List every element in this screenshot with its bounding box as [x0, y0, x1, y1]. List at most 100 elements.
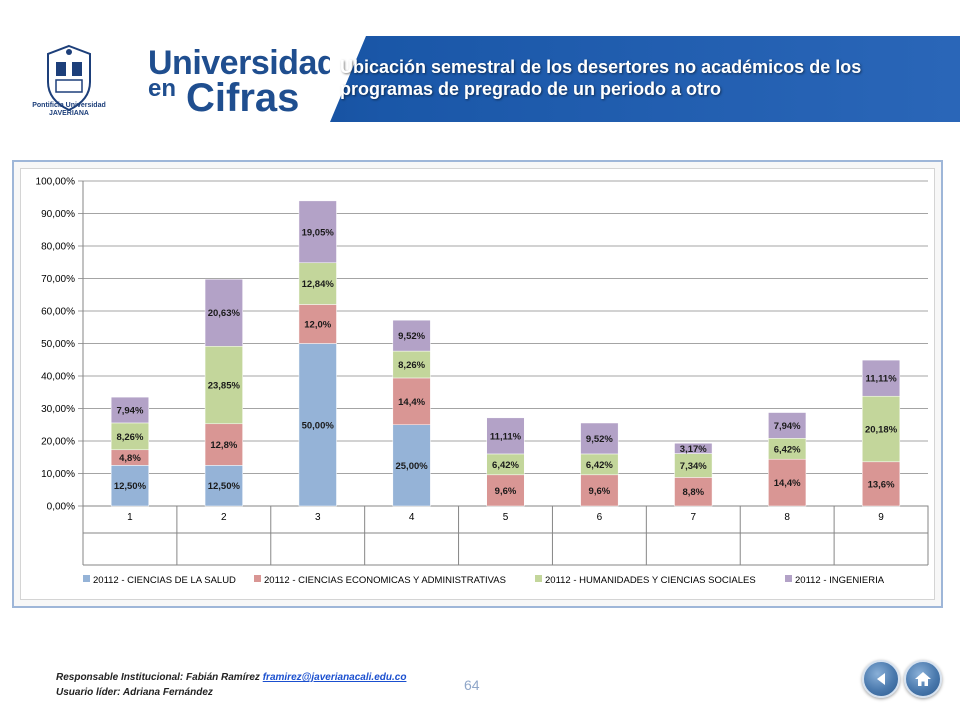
data-label: 7,94%: [774, 421, 801, 432]
data-label: 6,42%: [492, 460, 519, 471]
header-banner: Pontificia Universidad JAVERIANA Univers…: [0, 36, 960, 122]
leader-line: Usuario líder: Adriana Fernández: [56, 687, 213, 698]
data-label: 12,8%: [210, 440, 237, 451]
bar-segment: [204, 278, 243, 347]
data-label: 12,84%: [302, 279, 335, 290]
back-arrow-icon: [877, 673, 885, 685]
chart-frame: 0,00% 10,00% 20,00% 30,00% 40,00% 50,00% 60,00…: [12, 160, 943, 608]
data-label: 9,6%: [589, 486, 611, 497]
y-tick-label: 50,00%: [41, 339, 75, 350]
data-label: 7,34%: [680, 461, 707, 472]
bar-segment: [768, 412, 807, 439]
data-label: 3,17%: [680, 444, 707, 455]
data-label: 20,63%: [208, 308, 241, 319]
x-tick-label: 3: [315, 512, 321, 523]
bar-segment: [392, 424, 431, 507]
y-tick-label: 10,00%: [41, 469, 75, 480]
chart-area: 0,00% 10,00% 20,00% 30,00% 40,00% 50,00% 60,00…: [20, 168, 935, 600]
bar-segment: [392, 319, 431, 352]
responsible-line: Responsable Institucional: Fabián Ramíre…: [56, 670, 406, 685]
x-tick-label: 2: [221, 512, 227, 523]
crest-label: Pontificia Universidad JAVERIANA: [32, 102, 106, 117]
bar-segment: [392, 377, 431, 425]
data-label: 6,42%: [586, 460, 613, 471]
legend-label: 20112 - INGENIERIA: [795, 575, 885, 586]
x-tick-label: 8: [784, 512, 790, 523]
x-tick-label: 9: [878, 512, 884, 523]
data-label: 23,85%: [208, 381, 241, 392]
legend-swatch: [785, 575, 792, 582]
data-label: 9,52%: [586, 434, 613, 445]
y-tick-label: 70,00%: [41, 274, 75, 285]
university-crest-icon: [47, 44, 91, 112]
data-label: 9,52%: [398, 331, 425, 342]
bar-segment: [674, 477, 713, 507]
data-label: 6,42%: [774, 444, 801, 455]
bar-segment: [486, 474, 525, 507]
legend-swatch: [535, 575, 542, 582]
bar-segment: [862, 359, 901, 397]
y-tick-label: 20,00%: [41, 437, 75, 448]
bar-segment: [768, 458, 807, 507]
page-number: 64: [464, 677, 480, 693]
data-label: 14,4%: [774, 478, 801, 489]
brand-cifras: Cifras: [186, 76, 300, 120]
y-tick-label: 90,00%: [41, 209, 75, 220]
bar-segment: [204, 423, 243, 466]
back-button[interactable]: [862, 660, 900, 698]
bar-segment: [392, 350, 431, 379]
responsible-label: Responsable Institucional: Fabián Ramíre…: [56, 672, 260, 683]
legend-label: 20112 - HUMANIDADES Y CIENCIAS SOCIALES: [545, 575, 756, 586]
responsible-email-link[interactable]: framirez@javerianacali.edu.co: [262, 672, 407, 683]
bar-segment: [298, 304, 337, 344]
data-label: 12,0%: [304, 320, 331, 331]
brand-universidad: Universidad: [148, 44, 338, 82]
data-label: 11,11%: [865, 374, 897, 385]
x-tick-label: 6: [597, 512, 603, 523]
stacked-bar-chart: 0,00% 10,00% 20,00% 30,00% 40,00% 50,00% 60,00…: [36, 177, 929, 586]
data-label: 7,94%: [116, 406, 143, 417]
brand-en: en: [148, 75, 177, 102]
home-icon: [915, 672, 931, 686]
y-tick-label: 80,00%: [41, 242, 75, 253]
bar-segment: [580, 422, 619, 455]
x-tick-label: 7: [690, 512, 696, 523]
x-tick-label: 4: [409, 512, 415, 523]
data-label: 13,6%: [868, 479, 895, 490]
bar-segment: [110, 465, 149, 507]
data-label: 4,8%: [119, 453, 141, 464]
data-label: 8,26%: [398, 360, 425, 371]
x-tick-label: 1: [127, 512, 133, 523]
data-label: 11,11%: [490, 431, 522, 442]
logo-panel: Pontificia Universidad JAVERIANA Univers…: [0, 36, 366, 122]
x-tick-label: 5: [503, 512, 509, 523]
data-label: 12,50%: [114, 481, 147, 492]
data-label: 8,26%: [116, 432, 143, 443]
legend-label: 20112 - CIENCIAS ECONOMICAS Y ADMINISTRA…: [264, 575, 506, 586]
data-label: 9,6%: [495, 486, 517, 497]
y-tick-label: 0,00%: [47, 502, 75, 513]
y-tick-label: 40,00%: [41, 372, 75, 383]
y-tick-label: 100,00%: [36, 177, 76, 188]
bar-segment: [298, 200, 337, 264]
bar-segment: [204, 346, 243, 425]
page-title: Ubicación semestral de los desertores no…: [340, 57, 862, 99]
legend-swatch: [254, 575, 261, 582]
data-label: 12,50%: [208, 481, 241, 492]
bar-segment: [204, 465, 243, 507]
legend-swatch: [83, 575, 90, 582]
data-label: 50,00%: [302, 420, 335, 431]
bar-segment: [862, 461, 901, 507]
data-label: 14,4%: [398, 397, 425, 408]
data-label: 19,05%: [302, 227, 335, 238]
home-button[interactable]: [904, 660, 942, 698]
bar-segment: [110, 396, 149, 424]
bar-segment: [298, 343, 337, 507]
data-label: 25,00%: [395, 461, 428, 472]
y-tick-label: 60,00%: [41, 307, 75, 318]
y-tick-label: 30,00%: [41, 404, 75, 415]
data-label: 20,18%: [865, 425, 898, 436]
data-label: 8,8%: [682, 487, 704, 498]
footer-credits: Responsable Institucional: Fabián Ramíre…: [56, 670, 406, 700]
legend-label: 20112 - CIENCIAS DE LA SALUD: [93, 575, 236, 586]
